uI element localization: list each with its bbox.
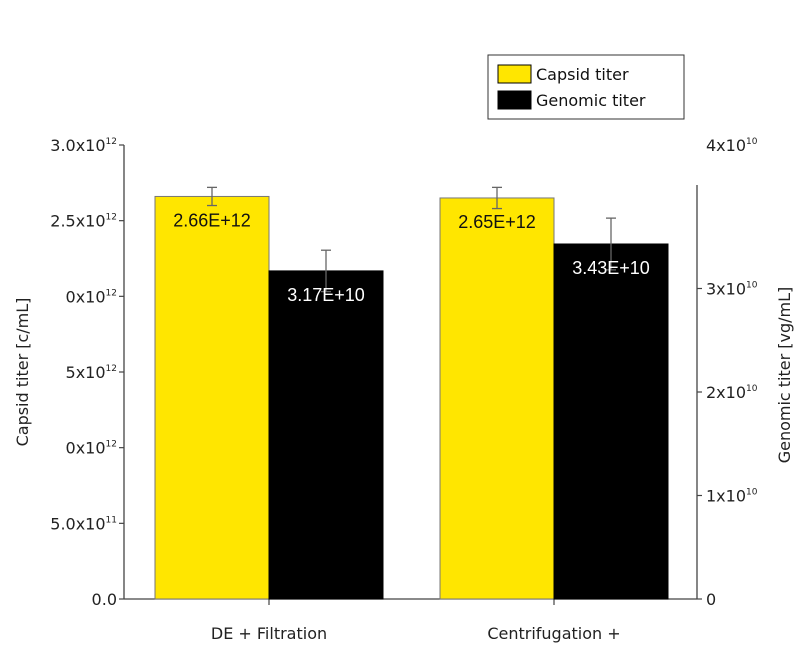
- right-tick-label: 2x1010: [706, 383, 758, 402]
- right-tick-label: 4x1010: [706, 136, 758, 155]
- legend-label: Genomic titer: [536, 91, 646, 110]
- legend-label: Capsid titer: [536, 65, 629, 84]
- left-tick-label: 2.5x1012: [50, 212, 117, 231]
- bar-data-label: 2.65E+12: [458, 212, 536, 232]
- right-axis-title: Genomic titer [vg/mL]: [775, 287, 794, 464]
- bar-genomic: [268, 270, 384, 600]
- left-tick-label: 0x1012: [66, 439, 117, 458]
- legend: Capsid titer Genomic titer: [487, 54, 685, 120]
- bar-data-label: 3.17E+10: [287, 285, 365, 305]
- right-tick-label: 1x1010: [706, 487, 758, 506]
- data-labels: 2.66E+12 3.17E+10 2.65E+12 3.43E+10: [173, 210, 650, 304]
- legend-swatch: [497, 64, 532, 84]
- left-tick-label: 3.0x1012: [50, 136, 117, 155]
- left-tick-label: 5x1012: [66, 363, 117, 382]
- right-tick-label: 3x1010: [706, 280, 758, 299]
- category-label: Centrifugation +: [487, 624, 620, 643]
- bar-genomic: [553, 243, 669, 600]
- axes: 0.0 5.0x1011 0x1012 5x1012 0x1012 2.5x1012 3.0…: [13, 136, 794, 643]
- bars: [154, 186, 669, 600]
- category-label: DE + Filtration: [211, 624, 327, 643]
- bar-capsid: [439, 197, 555, 600]
- left-tick-label: 0x1012: [66, 287, 117, 306]
- legend-swatch: [497, 90, 532, 110]
- left-tick-label: 0.0: [92, 590, 117, 609]
- left-axis-title: Capsid titer [c/mL]: [13, 298, 32, 447]
- bar-capsid: [154, 195, 270, 600]
- left-tick-label: 5.0x1011: [50, 514, 117, 533]
- bar-data-label: 2.66E+12: [173, 210, 251, 230]
- right-tick-label: 0: [706, 590, 716, 609]
- bar-data-label: 3.43E+10: [572, 258, 650, 278]
